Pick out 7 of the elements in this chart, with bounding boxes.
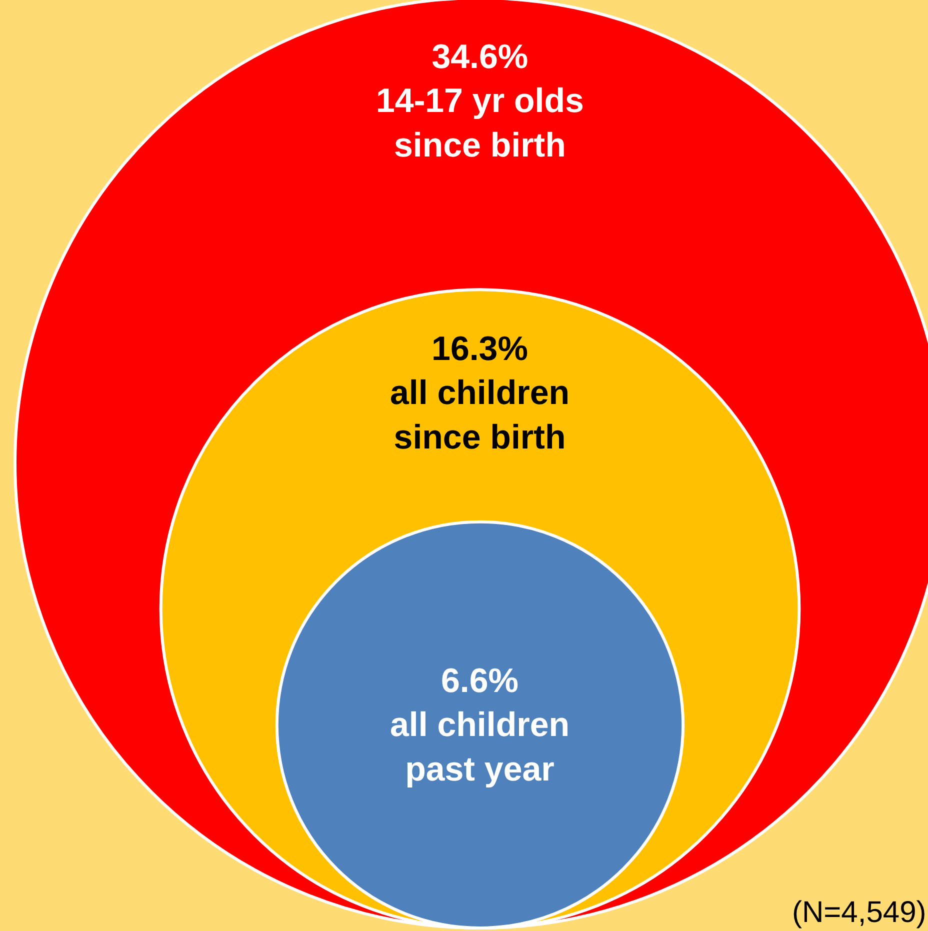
data-label: 34.6% (432, 38, 528, 76)
data-label: 6.6% (441, 662, 518, 700)
category-label: all children since birth (390, 374, 570, 456)
data-label: 16.3% (432, 330, 528, 368)
text: (N=4,549) (792, 896, 926, 929)
category-label: 14-17 yr olds since birth (376, 82, 584, 164)
category-label: all children past year (390, 706, 570, 788)
